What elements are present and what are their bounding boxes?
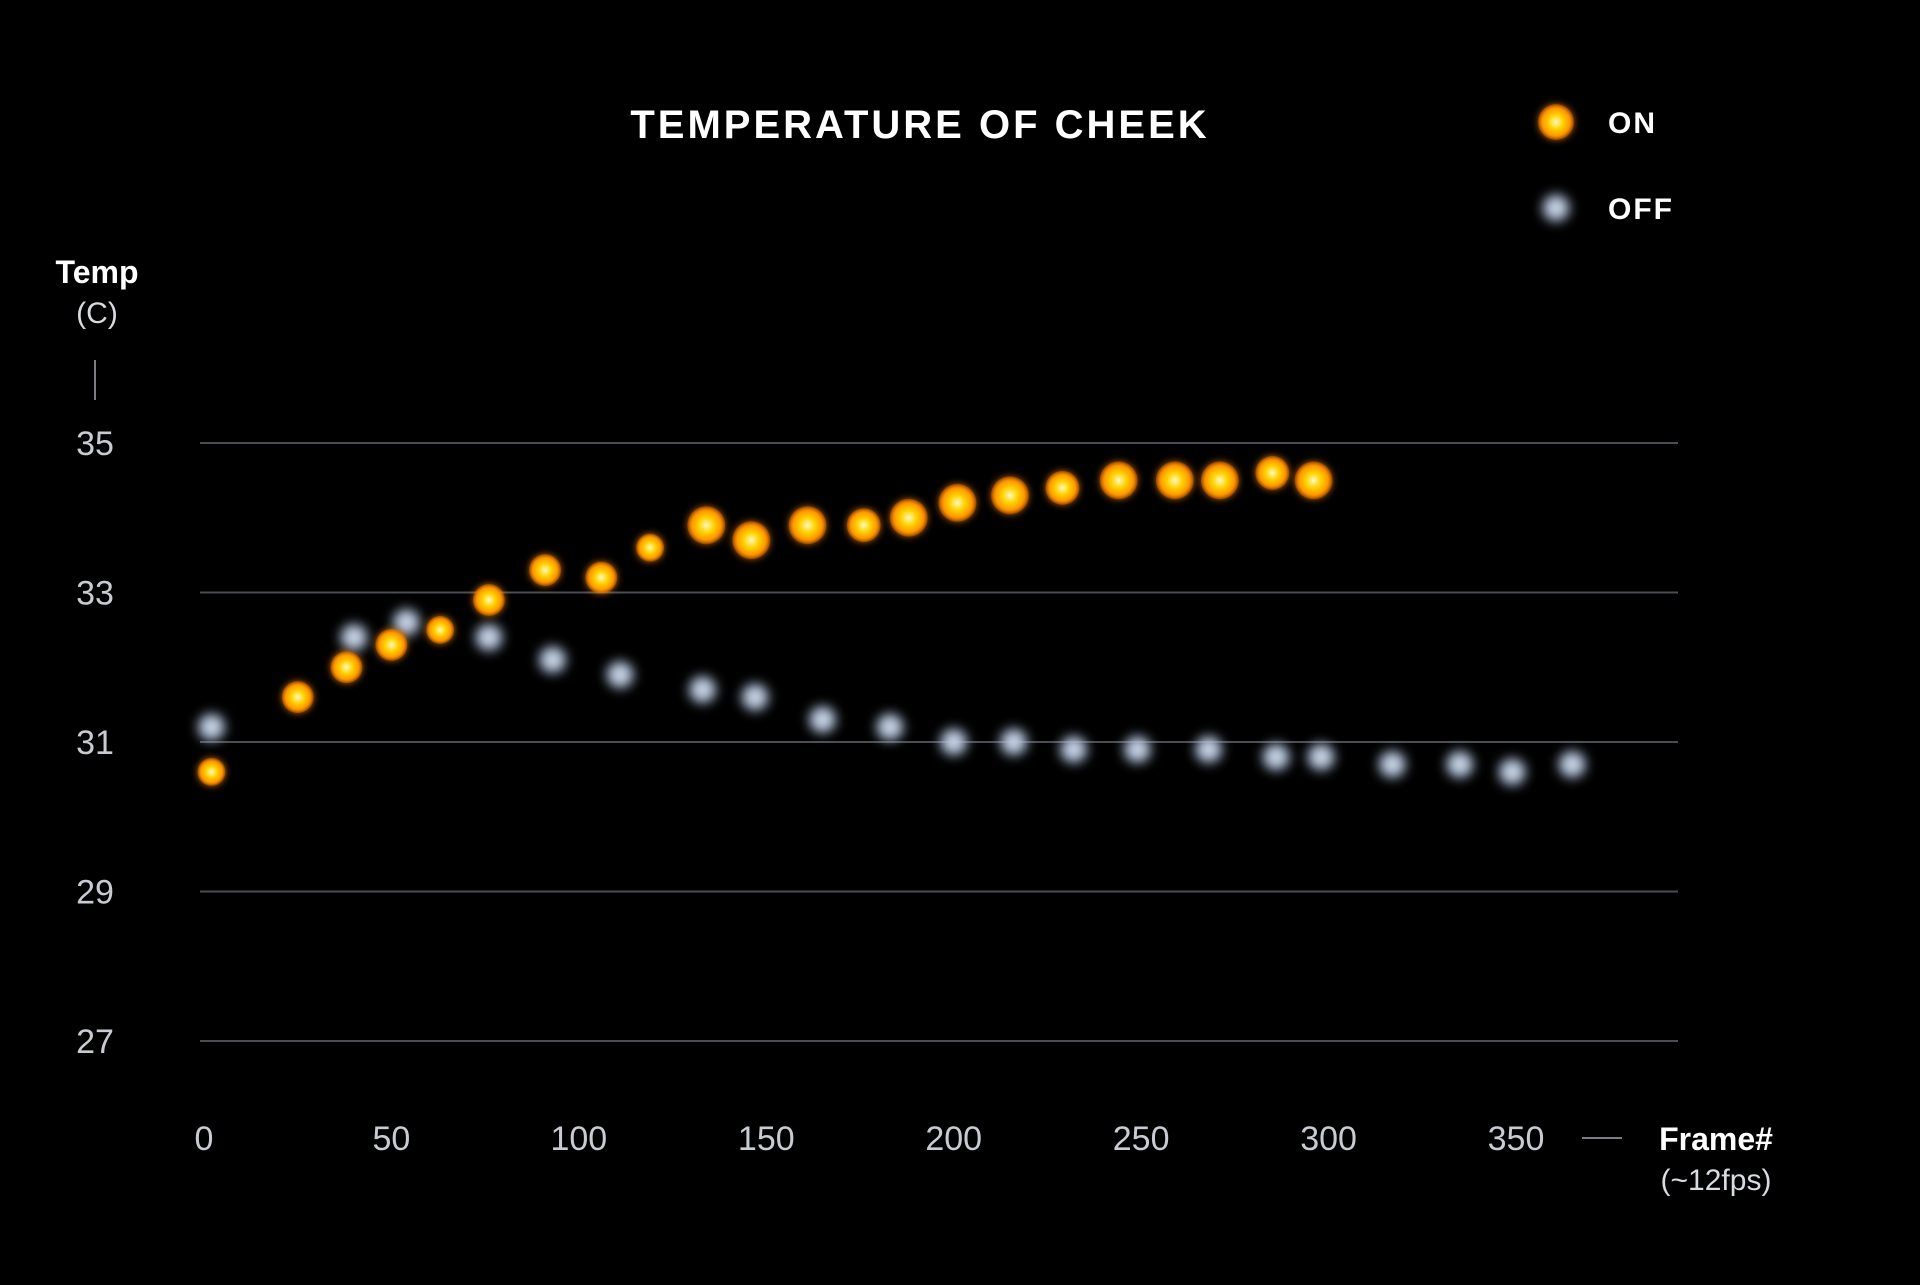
point-off-4: [535, 642, 570, 677]
point-off-11: [996, 725, 1031, 759]
point-on-5: [472, 583, 505, 616]
legend-off-label: OFF: [1608, 193, 1674, 226]
y-tick-label: 29: [76, 874, 114, 912]
point-on-14: [938, 483, 977, 522]
point-off-9: [872, 710, 907, 745]
point-off-14: [1191, 732, 1226, 767]
point-off-10: [936, 725, 971, 759]
x-tick-label: 150: [738, 1120, 795, 1158]
x-axis-title: Frame# (~12fps): [1582, 1121, 1773, 1197]
x-tick-label: 50: [373, 1120, 411, 1158]
point-on-2: [330, 651, 363, 684]
series-on-points: [197, 455, 1333, 786]
point-on-12: [846, 508, 881, 543]
point-off-8: [805, 702, 840, 737]
point-on-9: [687, 506, 726, 545]
point-off-13: [1120, 732, 1155, 767]
x-tick-label: 250: [1113, 1120, 1170, 1158]
point-on-11: [788, 506, 827, 545]
y-tick-label: 27: [76, 1023, 114, 1061]
x-tick-label: 100: [550, 1120, 607, 1158]
legend-on-marker: [1538, 104, 1574, 140]
gridlines: [200, 442, 1678, 1042]
point-off-15: [1259, 739, 1294, 774]
legend: ON OFF: [1538, 104, 1674, 226]
x-tick-label: 200: [925, 1120, 982, 1158]
point-on-8: [636, 533, 665, 562]
y-tick-label: 35: [76, 425, 114, 463]
x-tick-label: 350: [1488, 1120, 1545, 1158]
y-axis-title: Temp (C): [56, 254, 139, 400]
point-on-15: [990, 476, 1029, 515]
x-axis-sublabel: (~12fps): [1661, 1164, 1772, 1197]
y-tick-label: 31: [76, 724, 114, 762]
point-off-1: [336, 620, 371, 655]
point-off-18: [1442, 747, 1477, 782]
series-off-points: [194, 605, 1590, 789]
point-off-16: [1304, 739, 1339, 774]
point-on-21: [1294, 461, 1333, 500]
point-off-20: [1555, 747, 1590, 782]
chart-title: TEMPERATURE OF CHEEK: [630, 103, 1209, 147]
point-on-13: [889, 498, 928, 537]
legend-off-marker: [1539, 191, 1573, 225]
point-off-5: [603, 657, 638, 692]
x-axis-label: Frame#: [1659, 1121, 1773, 1157]
y-axis-label: Temp: [56, 254, 139, 290]
point-off-3: [471, 620, 506, 655]
legend-on-label: ON: [1608, 107, 1657, 140]
point-on-10: [732, 521, 771, 560]
point-on-16: [1045, 470, 1080, 505]
point-on-17: [1099, 461, 1138, 500]
x-tick-label: 300: [1300, 1120, 1357, 1158]
point-on-7: [585, 561, 618, 594]
y-tick-label: 33: [76, 575, 114, 613]
point-off-0: [194, 710, 229, 745]
point-off-19: [1495, 754, 1530, 789]
point-on-19: [1200, 461, 1239, 500]
x-tick-labels: 0 50 100 150 200 250 300 350: [195, 1120, 1545, 1158]
point-on-1: [281, 681, 314, 714]
point-off-7: [738, 680, 773, 715]
point-on-3: [375, 628, 408, 661]
point-on-6: [529, 554, 562, 587]
point-on-0: [197, 757, 226, 786]
point-off-6: [685, 672, 720, 707]
point-on-18: [1155, 461, 1194, 500]
point-off-12: [1056, 732, 1091, 767]
y-tick-labels: 35 33 31 29 27: [76, 425, 114, 1061]
point-on-20: [1255, 455, 1290, 490]
x-tick-label: 0: [195, 1120, 214, 1158]
point-off-17: [1375, 747, 1410, 782]
y-axis-unit: (C): [76, 297, 118, 330]
point-on-4: [426, 615, 455, 644]
